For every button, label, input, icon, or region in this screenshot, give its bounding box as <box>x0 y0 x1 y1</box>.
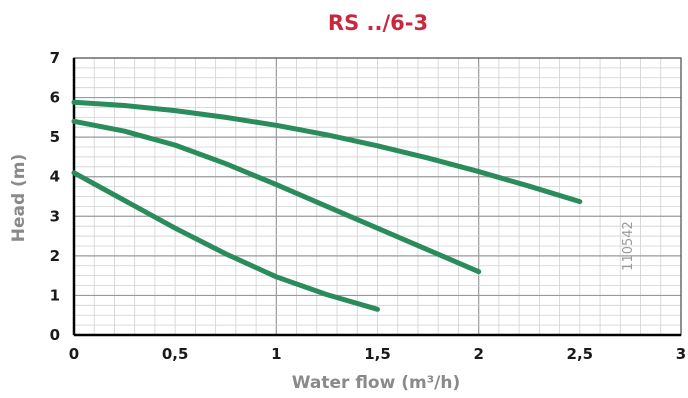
y-axis-label: Head (m) <box>9 154 29 243</box>
pump-curve-1 <box>71 99 583 205</box>
y-tick-label: 2 <box>50 247 60 265</box>
x-axis-label: Water flow (m³/h) <box>292 373 461 393</box>
y-tick-label: 1 <box>50 286 60 304</box>
y-tick-label: 6 <box>50 89 60 107</box>
x-tick-label: 2,5 <box>567 345 594 363</box>
x-tick-label: 3 <box>676 345 686 363</box>
x-tick-label: 0,5 <box>162 345 189 363</box>
y-tick-label: 7 <box>50 49 60 67</box>
x-tick-label: 1 <box>271 345 281 363</box>
y-tick-label: 0 <box>50 326 60 344</box>
y-tick-label: 3 <box>50 207 60 225</box>
pump-curve-3 <box>71 170 380 312</box>
x-tick-label: 1,5 <box>364 345 391 363</box>
chart-title: RS ../6-3 <box>328 11 428 35</box>
x-tick-label: 2 <box>473 345 483 363</box>
x-axis-ticks: 0 0,5 1 1,5 2 2,5 3 <box>69 345 686 363</box>
chart-annotation: 110542 <box>621 221 636 271</box>
y-tick-label: 4 <box>50 168 60 186</box>
x-tick-label: 0 <box>69 345 79 363</box>
grid <box>74 58 681 335</box>
y-axis-ticks: 0 1 2 3 4 5 6 7 <box>50 49 60 344</box>
y-tick-label: 5 <box>50 128 60 146</box>
pump-curve-2 <box>71 118 482 275</box>
series-layer <box>71 99 583 312</box>
